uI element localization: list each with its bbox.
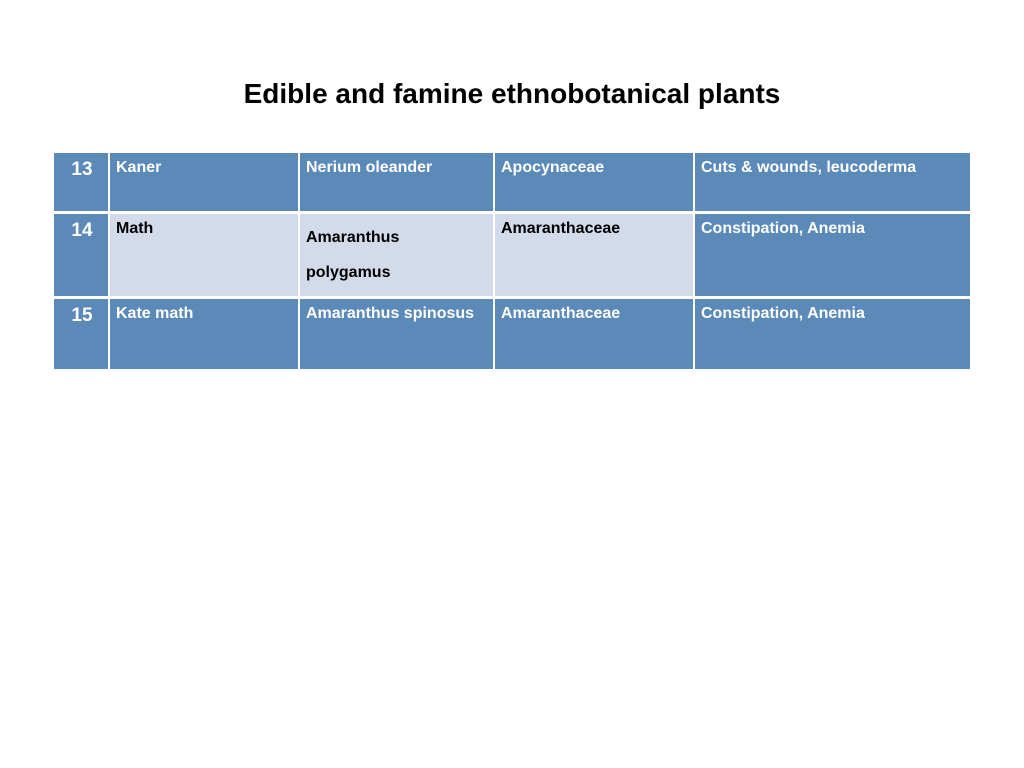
cell-use: Constipation, Anemia	[695, 214, 970, 296]
table-container: 13 Kaner Nerium oleander Apocynaceae Cut…	[0, 150, 1024, 372]
cell-family: Apocynaceae	[495, 153, 695, 211]
cell-common-name: Kate math	[110, 299, 300, 369]
cell-common-name: Math	[110, 214, 300, 296]
plants-table: 13 Kaner Nerium oleander Apocynaceae Cut…	[54, 150, 970, 372]
sci-line2: polygamus	[306, 264, 390, 281]
cell-scientific-name: Nerium oleander	[300, 153, 495, 211]
cell-num: 14	[54, 214, 110, 296]
cell-family: Amaranthaceae	[495, 214, 695, 296]
sci-line1: Amaranthus	[306, 229, 399, 246]
cell-common-name: Kaner	[110, 153, 300, 211]
page-title: Edible and famine ethnobotanical plants	[0, 0, 1024, 150]
cell-num: 15	[54, 299, 110, 369]
table-row: 13 Kaner Nerium oleander Apocynaceae Cut…	[54, 153, 970, 211]
table-row: 15 Kate math Amaranthus spinosus Amarant…	[54, 299, 970, 369]
cell-num: 13	[54, 153, 110, 211]
cell-use: Constipation, Anemia	[695, 299, 970, 369]
cell-use: Cuts & wounds, leucoderma	[695, 153, 970, 211]
cell-scientific-name: Amaranthus polygamus	[300, 214, 495, 296]
cell-scientific-name: Amaranthus spinosus	[300, 299, 495, 369]
table-row: 14 Math Amaranthus polygamus Amaranthace…	[54, 214, 970, 296]
cell-family: Amaranthaceae	[495, 299, 695, 369]
